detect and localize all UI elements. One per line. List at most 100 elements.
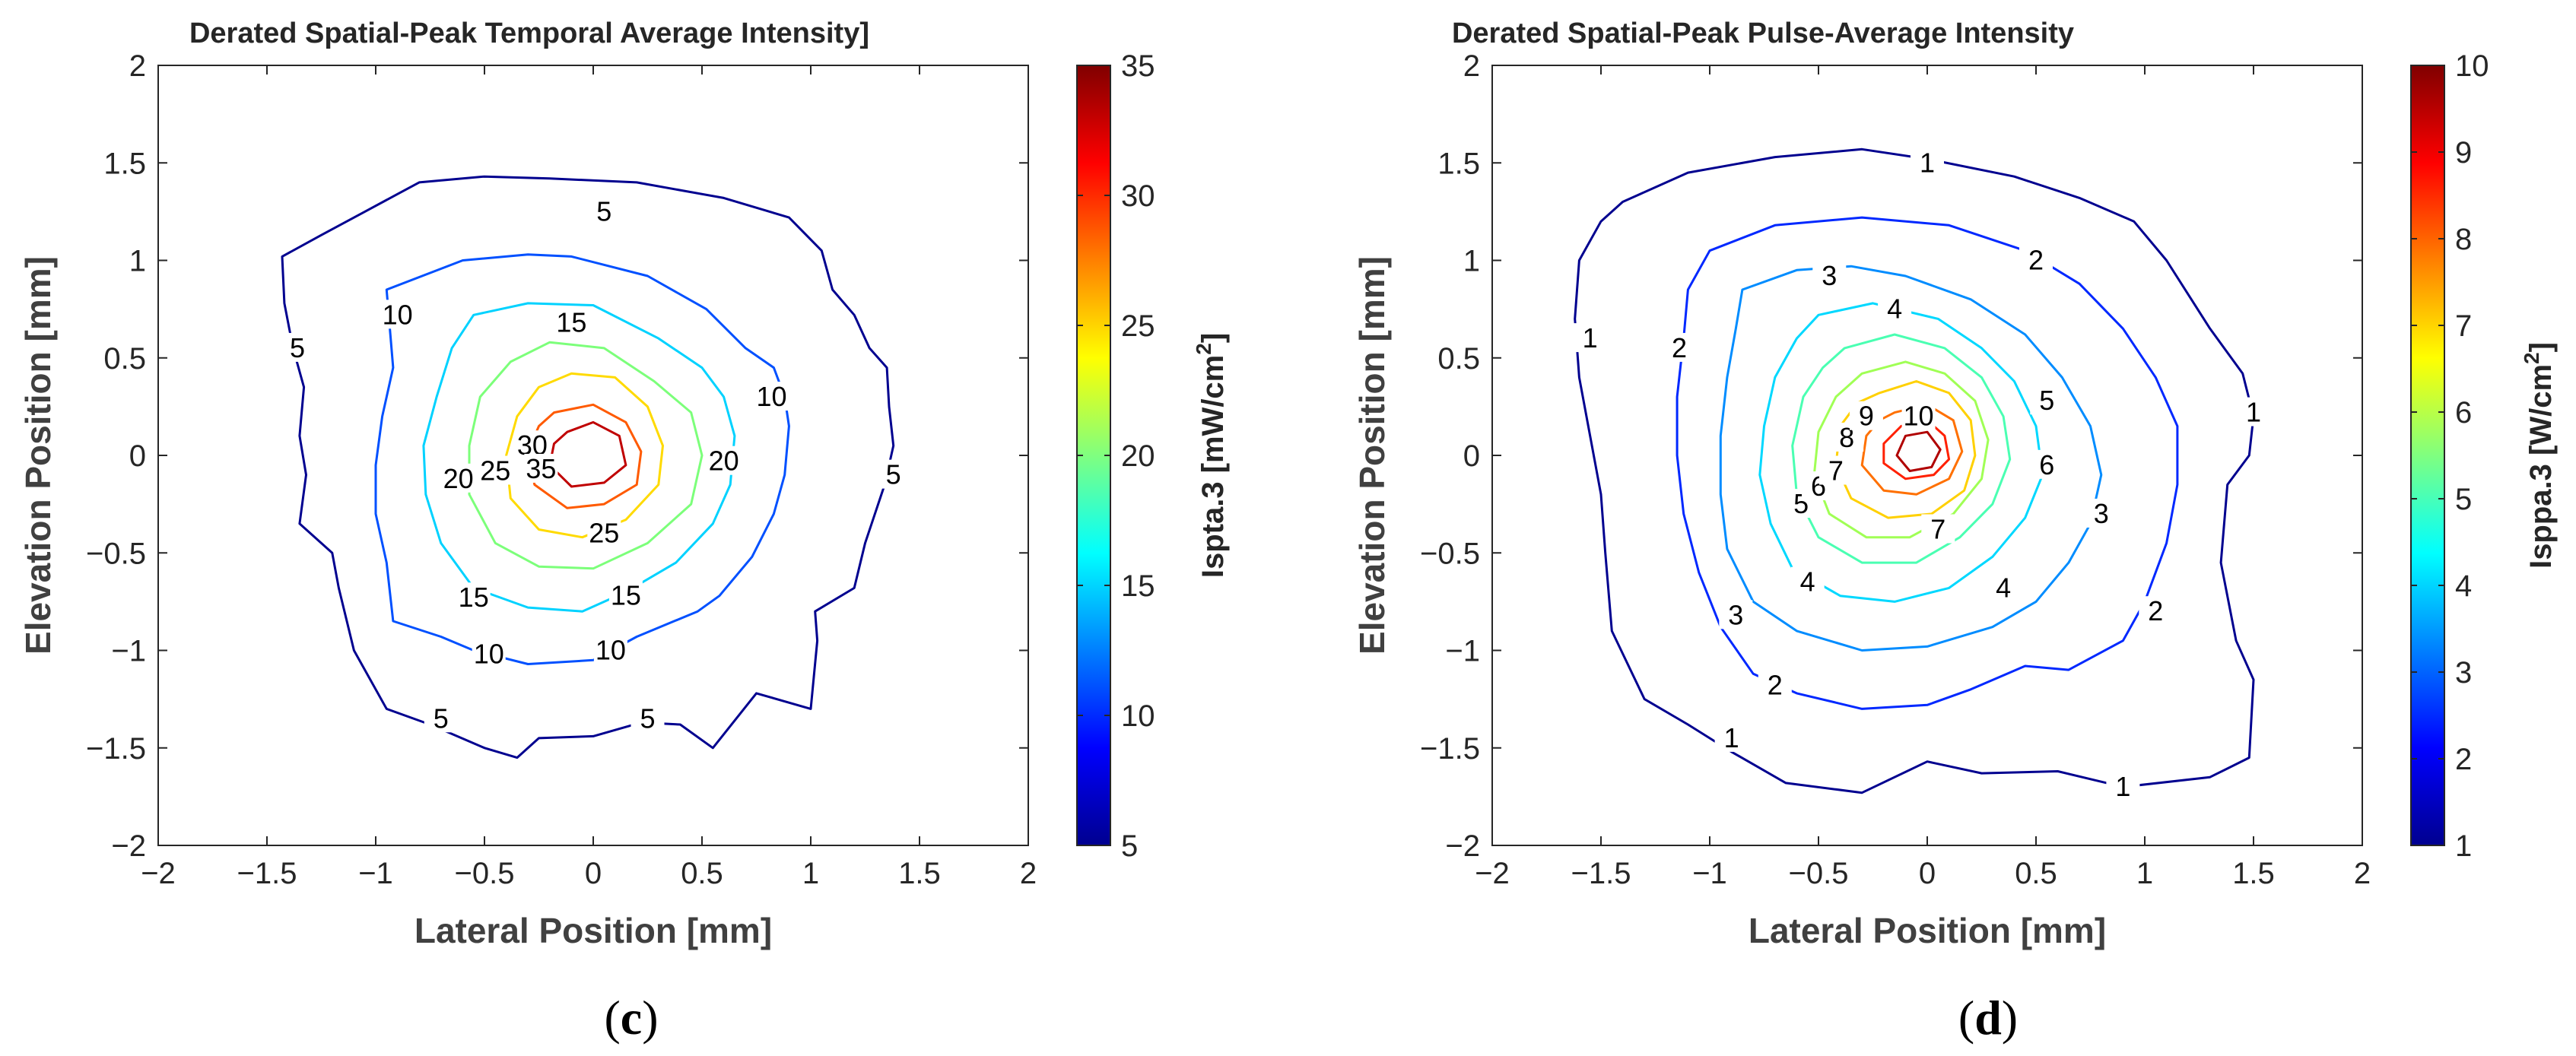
- contour-label: 35: [526, 453, 556, 484]
- contour-label: 2: [1768, 670, 1783, 701]
- contour-label-bg: [631, 703, 665, 733]
- contour-label: 1: [2115, 771, 2130, 802]
- y-tick-label: 1.5: [103, 147, 146, 180]
- contour-line-5: [1791, 333, 2012, 564]
- colorbar-tick-label: 10: [1121, 699, 1155, 733]
- contour-label: 1: [1583, 322, 1598, 354]
- colorbar-tick-label: 7: [2455, 309, 2472, 343]
- contour-label: 7: [1828, 455, 1844, 487]
- chart-title: Derated Spatial-Peak Temporal Average In…: [189, 17, 869, 49]
- colorbar-tick-label: 20: [1121, 439, 1155, 473]
- contour-label-bg: [1573, 323, 1607, 353]
- contour-label: 4: [1887, 293, 1902, 325]
- panel-c: Derated Spatial-Peak Temporal Average In…: [0, 0, 1288, 1052]
- contour-label: 10: [756, 381, 786, 412]
- contour-label: 3: [2094, 498, 2109, 529]
- contour-label: 2: [2148, 595, 2163, 626]
- colorbar-tick-label: 35: [1121, 49, 1155, 83]
- contour-label: 5: [2039, 385, 2054, 416]
- colorbar-tick-label: 8: [2455, 223, 2472, 256]
- contour-label-bg: [1790, 566, 1825, 596]
- contour-label: 5: [434, 702, 449, 734]
- y-tick-label: −2: [111, 829, 146, 863]
- contour-line-1: [1574, 147, 2255, 794]
- colorbar-tick-label: 30: [1121, 179, 1155, 213]
- contour-label-bg: [1812, 261, 1847, 290]
- panel-caption-c: (c): [604, 991, 658, 1045]
- contour-label: 1: [2246, 397, 2261, 428]
- colorbar-tick-label: 10: [2455, 49, 2489, 83]
- contour-label-bg: [281, 332, 315, 362]
- contour-label-bg: [1818, 455, 1853, 485]
- colorbar-tick-label: 5: [1121, 829, 1138, 863]
- y-tick-label: −0.5: [86, 537, 146, 570]
- contour-label: 7: [1930, 513, 1945, 544]
- contour-label-bg: [2084, 498, 2118, 528]
- contour-label: 25: [480, 455, 510, 487]
- contour-label: 6: [2039, 449, 2054, 480]
- contour-label: 5: [886, 459, 901, 490]
- x-tick-label: −2: [1475, 857, 1510, 890]
- contour-label-bg: [380, 300, 415, 329]
- contour-label: 20: [443, 463, 474, 494]
- y-tick-label: 1: [129, 245, 146, 278]
- y-tick-label: −1: [111, 635, 146, 668]
- contour-label: 1: [1724, 722, 1739, 753]
- contour-label: 9: [1859, 401, 1874, 432]
- colorbar-tick-label: 6: [2455, 396, 2472, 430]
- x-axis-label: Lateral Position [mm]: [415, 911, 772, 950]
- contour-label: 2: [2028, 245, 2044, 276]
- colorbar-tick-label: 3: [2455, 656, 2472, 690]
- x-tick-label: 1.5: [898, 857, 941, 890]
- panel-d: Derated Spatial-Peak Pulse-Average Inten…: [1288, 0, 2576, 1052]
- contour-line-25: [505, 372, 664, 539]
- colorbar-gradient: [2410, 65, 2445, 846]
- y-tick-label: 1: [1463, 245, 1480, 278]
- y-tick-label: 0.5: [103, 342, 146, 376]
- contour-label-bg: [1921, 514, 1955, 544]
- axes-box: [1491, 65, 2363, 846]
- colorbar-tick-label: 2: [2455, 743, 2472, 776]
- contour-label-bg: [2019, 245, 2053, 274]
- plot-area: −2 −1.5 −1 −0.5 0 0.5 1 1.5 2 2 1.5 1 0.5 0 −0.5 −1 −1.…: [86, 49, 1037, 890]
- contour-label-bg: [1901, 401, 1936, 430]
- contour-label: 2: [1672, 332, 1687, 363]
- x-tick-label: 0.5: [681, 857, 723, 890]
- y-axis-label: Elevation Position [mm]: [1352, 256, 1392, 655]
- colorbar-label: Isppa.3 [W/cm2]: [2520, 342, 2558, 569]
- colorbar-tick-label: 9: [2455, 136, 2472, 170]
- contour-label: 15: [556, 307, 586, 338]
- colorbar-label: Ispta.3 [mW/cm2]: [1192, 333, 1230, 578]
- chart-title: Derated Spatial-Peak Pulse-Average Inten…: [1452, 17, 2074, 49]
- contour-label-bg: [587, 518, 621, 547]
- y-tick-label: −2: [1445, 829, 1480, 863]
- colorbar-tick-label: 25: [1121, 309, 1155, 343]
- contour-label-bg: [2030, 385, 2064, 415]
- y-tick-label: 2: [129, 49, 146, 83]
- y-tick-label: 1.5: [1437, 147, 1480, 180]
- contour-label: 1: [1920, 147, 1935, 178]
- x-tick-label: 1.5: [2232, 857, 2275, 890]
- x-tick-label: −0.5: [1789, 857, 1849, 890]
- colorbar-tick-label: 15: [1121, 569, 1155, 603]
- colorbar-tick-label: 5: [2455, 483, 2472, 516]
- y-tick-label: 2: [1463, 49, 1480, 83]
- x-tick-label: −1.5: [1571, 857, 1631, 890]
- contour-line-10: [1895, 430, 1942, 472]
- colorbar: 1 2 3 4 5 6 7 8 9 10 Isppa.3 [W/cm2]: [2410, 49, 2558, 863]
- contour-label: 20: [709, 446, 739, 477]
- contour-label: 4: [1996, 572, 2011, 603]
- contour-label: 15: [459, 582, 489, 613]
- contour-line-3: [1719, 265, 2103, 652]
- contour-label-bg: [441, 463, 475, 493]
- contour-label-bg: [456, 582, 491, 612]
- x-tick-label: 2: [1020, 857, 1037, 890]
- contour-label-bg: [424, 703, 458, 733]
- contour-label: 5: [290, 332, 305, 363]
- contour-chart-c: Derated Spatial-Peak Temporal Average In…: [18, 17, 1230, 1045]
- x-tick-label: −1.5: [237, 857, 297, 890]
- x-tick-label: −2: [141, 857, 176, 890]
- y-tick-label: −1.5: [1420, 732, 1480, 766]
- colorbar: 5 10 15 20 25 30 35 Ispta.3 [mW/cm2]: [1076, 49, 1230, 863]
- y-tick-label: −1: [1445, 635, 1480, 668]
